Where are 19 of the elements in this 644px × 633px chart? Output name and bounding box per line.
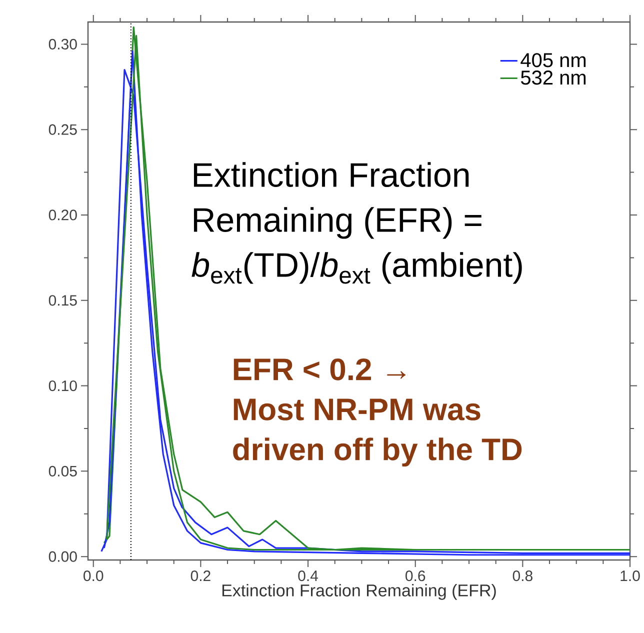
x-tick-label: 0.4 — [298, 570, 318, 582]
legend-label: 532 nm — [520, 70, 586, 85]
y-tick-label: 0.10 — [48, 380, 77, 392]
x-tick-label: 0.2 — [190, 570, 210, 582]
y-tick-label: 0.05 — [48, 466, 77, 476]
annotation: EFR < 0.2 → — [234, 358, 406, 380]
y-tick-label: 0.20 — [48, 210, 77, 220]
x-tick-label: 0.6 — [406, 570, 426, 582]
x-tick-label: 0.8 — [512, 570, 532, 582]
y-tick-label: 0.00 — [48, 551, 77, 562]
annotation: Extinction Fraction Remaining (EFR) = b$_{ext}$(TD)/b$_{ext}$ (ambient) — [192, 162, 522, 284]
y-tick-label: 0.15 — [48, 295, 77, 306]
y-tick-label: 0.30 — [48, 38, 77, 50]
annotation: Most NR-PM was driven off by the TD — [233, 398, 522, 467]
x-tick-label: 1.0 — [620, 570, 640, 582]
x-axis-title: Extinction Fraction Remaining (EFR) — [222, 584, 496, 600]
legend-label: 405 nm — [520, 53, 586, 68]
y-tick-label: 0.25 — [48, 124, 77, 135]
x-tick-label: 0.0 — [84, 570, 104, 582]
